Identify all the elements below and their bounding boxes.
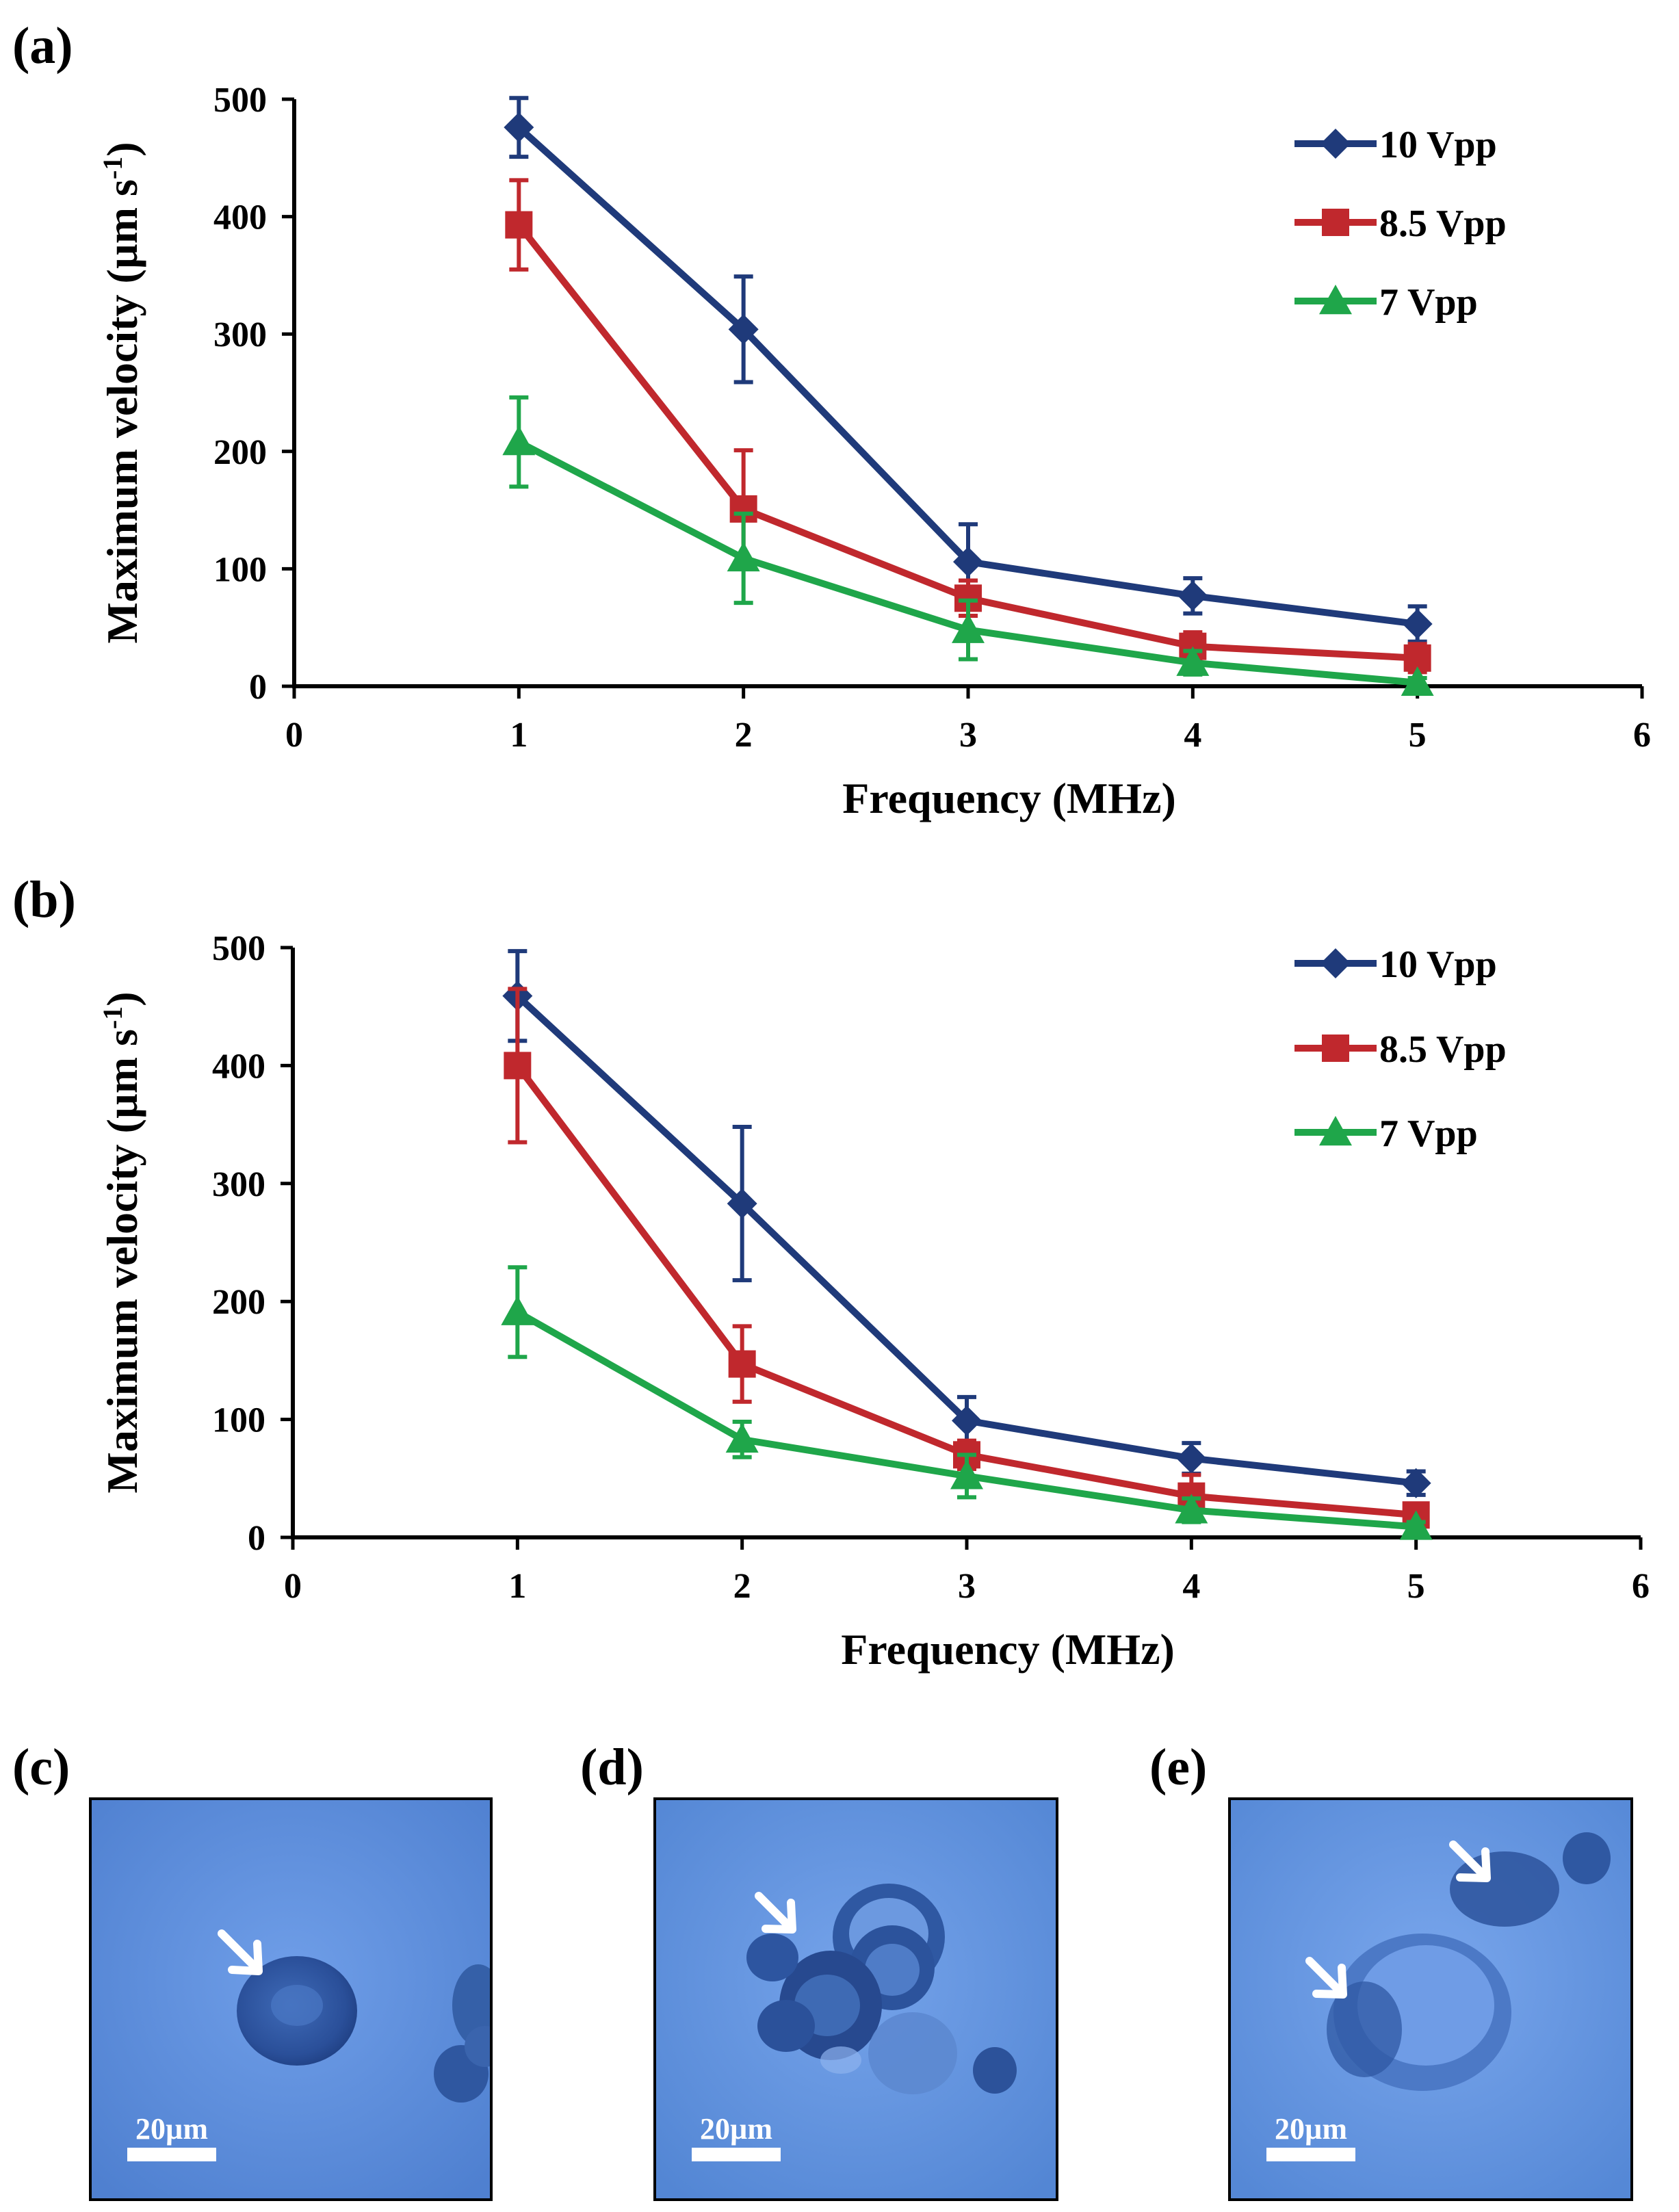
data-point xyxy=(728,1350,756,1378)
y-tick-label: 0 xyxy=(248,1519,265,1558)
y-tick-label: 100 xyxy=(213,550,267,589)
y-axis-label: Maximum velocity (µm s-1) xyxy=(97,142,147,643)
series-8-5-vpp xyxy=(505,178,1431,675)
arrow-icon xyxy=(1449,1840,1491,1882)
scale-bar xyxy=(1266,2148,1355,2161)
y-tick-label: 300 xyxy=(213,315,267,354)
data-point xyxy=(504,1052,532,1080)
data-point xyxy=(950,1459,983,1489)
x-tick-label: 5 xyxy=(1409,716,1427,755)
legend-entry: 7 Vpp xyxy=(1294,1112,1478,1155)
x-tick-label: 4 xyxy=(1184,716,1201,755)
data-point xyxy=(504,112,534,143)
micrograph-e: 20µm xyxy=(1228,1797,1633,2201)
panel-label-e: (e) xyxy=(1149,1739,1208,1796)
x-tick-label: 1 xyxy=(508,1567,526,1606)
legend-label: 8.5 Vpp xyxy=(1379,203,1507,245)
legend-label: 10 Vpp xyxy=(1379,944,1497,986)
data-point xyxy=(505,211,533,239)
arrow-icon xyxy=(1305,1957,1347,1999)
data-point xyxy=(952,613,985,643)
data-point xyxy=(1401,1468,1431,1498)
data-point xyxy=(1402,609,1433,640)
panel-label: (a) xyxy=(12,17,73,75)
legend-marker xyxy=(1322,209,1349,236)
legend-entry: 10 Vpp xyxy=(1294,944,1497,986)
y-tick-label: 200 xyxy=(213,433,267,472)
legend-marker xyxy=(1322,1035,1349,1062)
legend-entry: 7 Vpp xyxy=(1294,281,1478,324)
y-tick-label: 400 xyxy=(212,1047,265,1086)
scale-label: 20µm xyxy=(700,2112,772,2146)
legend-label: 10 Vpp xyxy=(1379,124,1497,166)
data-point xyxy=(502,426,536,456)
x-axis-label: Frequency (MHz) xyxy=(841,1625,1175,1674)
data-point xyxy=(1176,646,1210,676)
legend-marker xyxy=(1320,948,1351,978)
series-7-vpp xyxy=(501,1265,1433,1540)
y-axis-label: Maximum velocity (µm s-1) xyxy=(97,991,147,1493)
x-tick-label: 3 xyxy=(958,1567,976,1606)
legend-marker xyxy=(1320,129,1351,159)
y-tick-label: 500 xyxy=(212,929,265,968)
x-tick-label: 6 xyxy=(1632,1567,1650,1606)
legend-entry: 8.5 Vpp xyxy=(1294,1028,1507,1071)
panel-label: (b) xyxy=(12,871,76,928)
x-tick-label: 0 xyxy=(284,1567,302,1606)
arrow-icon xyxy=(755,1892,796,1934)
x-tick-label: 2 xyxy=(735,716,753,755)
scale-label: 20µm xyxy=(135,2112,208,2146)
data-point xyxy=(728,314,759,345)
y-tick-label: 300 xyxy=(212,1165,265,1204)
data-point xyxy=(727,1188,757,1219)
legend-label: 7 Vpp xyxy=(1379,281,1478,324)
x-tick-label: 4 xyxy=(1182,1567,1200,1606)
data-point xyxy=(1177,580,1208,611)
micrograph-d: 20µm xyxy=(653,1797,1058,2201)
x-tick-label: 5 xyxy=(1407,1567,1425,1606)
y-tick-label: 500 xyxy=(213,81,267,120)
legend-marker xyxy=(1319,1116,1352,1146)
x-tick-label: 6 xyxy=(1633,716,1651,755)
data-point xyxy=(501,1295,534,1325)
x-tick-label: 2 xyxy=(733,1567,751,1606)
chart-b: (b) 0 1 2 3 4 5 6 0 100 200 300 400 500 Frequency (MHz… xyxy=(12,871,1650,1674)
x-tick-label: 1 xyxy=(510,716,528,755)
data-point xyxy=(1401,666,1434,697)
legend-entry: 10 Vpp xyxy=(1294,124,1497,166)
data-point xyxy=(725,1422,759,1453)
data-point xyxy=(727,541,760,572)
arrow-icon xyxy=(218,1929,263,1975)
legend-label: 8.5 Vpp xyxy=(1379,1028,1507,1071)
data-point xyxy=(1399,1510,1433,1540)
scale-label: 20µm xyxy=(1275,2112,1347,2146)
series-10-vpp xyxy=(504,96,1433,644)
data-point xyxy=(953,547,983,577)
x-tick-label: 3 xyxy=(959,716,977,755)
y-tick-label: 400 xyxy=(213,198,267,237)
micrograph-c: 20µm xyxy=(89,1797,493,2201)
panel-label-c: (c) xyxy=(12,1739,70,1796)
series-8-5-vpp xyxy=(504,987,1430,1529)
legend-entry: 8.5 Vpp xyxy=(1294,203,1507,245)
y-tick-label: 100 xyxy=(212,1401,265,1440)
x-axis-label: Frequency (MHz) xyxy=(842,774,1176,822)
chart-a: (a) 0 1 2 3 4 5 6 0 100 200 300 400 500 Frequency (MHz… xyxy=(12,17,1651,822)
scale-bar xyxy=(127,2148,216,2161)
legend-label: 7 Vpp xyxy=(1379,1112,1478,1155)
legend-marker xyxy=(1319,285,1352,315)
x-tick-label: 0 xyxy=(285,716,303,755)
y-tick-label: 200 xyxy=(212,1283,265,1322)
data-point xyxy=(1175,1494,1208,1524)
series-10-vpp xyxy=(502,949,1431,1498)
panel-label-d: (d) xyxy=(580,1739,644,1796)
data-point xyxy=(952,1405,982,1436)
y-tick-label: 0 xyxy=(249,668,267,707)
series-7-vpp xyxy=(502,395,1434,697)
scale-bar xyxy=(692,2148,781,2161)
data-point xyxy=(1176,1443,1207,1474)
